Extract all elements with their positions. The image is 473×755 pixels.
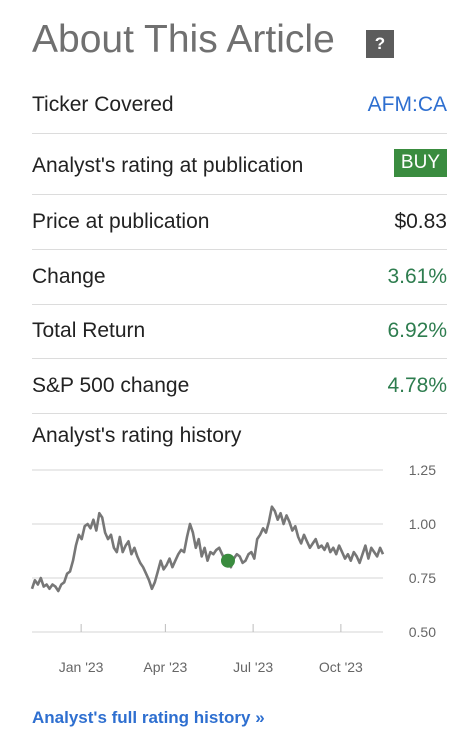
sp500-change-label: S&P 500 change	[32, 374, 190, 397]
publication-marker	[220, 553, 235, 568]
x-tick-label: Apr '23	[143, 659, 187, 675]
y-tick-label: 0.75	[409, 570, 436, 586]
y-tick-label: 1.25	[409, 462, 436, 478]
row-ticker: Ticker Covered AFM:CA	[32, 80, 447, 134]
article-info-rows: Ticker Covered AFM:CA Analyst's rating a…	[32, 80, 447, 414]
rating-history-title: Analyst's rating history	[32, 424, 242, 447]
change-label: Change	[32, 265, 106, 288]
price-value: $0.83	[394, 210, 447, 233]
rating-history-chart: 1.25 1.00 0.75 0.50 Jan '23 Apr '23 Jul '23 Oct…	[30, 462, 436, 675]
help-icon[interactable]: ?	[366, 30, 394, 58]
row-total-return: Total Return 6.92%	[32, 305, 447, 359]
ticker-label: Ticker Covered	[32, 93, 174, 116]
change-value: 3.61%	[387, 265, 447, 288]
total-return-label: Total Return	[32, 319, 146, 342]
y-tick-label: 1.00	[409, 516, 436, 532]
series-line	[30, 505, 385, 593]
x-tick-label: Jul '23	[233, 659, 273, 675]
price-label: Price at publication	[32, 210, 210, 233]
row-sp500-change: S&P 500 change 4.78%	[32, 359, 447, 414]
x-tick-label: Oct '23	[319, 659, 363, 675]
sp500-change-value: 4.78%	[387, 374, 447, 397]
y-tick-label: 0.50	[409, 624, 436, 640]
row-change: Change 3.61%	[32, 250, 447, 305]
about-article-header: About This Article ?	[32, 14, 452, 70]
total-return-value: 6.92%	[387, 319, 447, 342]
page-title: About This Article	[32, 18, 335, 61]
full-rating-history-link[interactable]: Analyst's full rating history »	[32, 708, 265, 727]
rating-label: Analyst's rating at publication	[32, 154, 304, 177]
x-tick-label: Jan '23	[59, 659, 104, 675]
row-rating: Analyst's rating at publication BUY	[32, 134, 447, 195]
ticker-link[interactable]: AFM:CA	[367, 93, 447, 116]
row-price: Price at publication $0.83	[32, 195, 447, 250]
buy-rating-badge: BUY	[393, 149, 447, 177]
